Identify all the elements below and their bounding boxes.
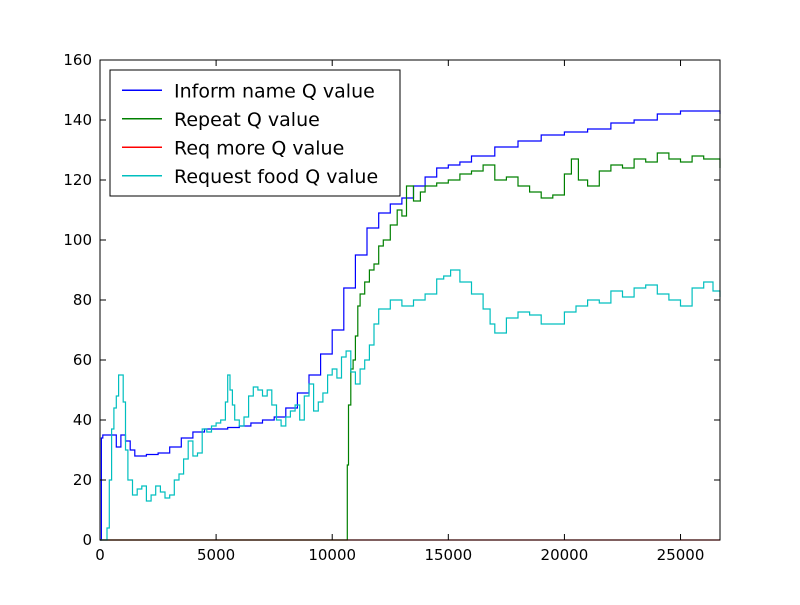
- legend-label-1: Inform name Q value: [174, 80, 375, 102]
- y-tick-label: 80: [73, 291, 92, 309]
- x-tick-label: 10000: [308, 546, 356, 564]
- y-tick-label: 120: [63, 171, 92, 189]
- x-tick-label: 15000: [424, 546, 472, 564]
- y-tick-label: 100: [63, 231, 92, 249]
- legend-label-2: Repeat Q value: [174, 109, 320, 131]
- y-tick-label: 40: [73, 411, 92, 429]
- legend-label-3: Req more Q value: [174, 137, 344, 159]
- y-tick-label: 160: [63, 51, 92, 69]
- x-tick-label: 20000: [541, 546, 589, 564]
- legend-box: [109, 69, 401, 197]
- x-tick-label: 25000: [657, 546, 705, 564]
- series-line-4: [100, 269, 721, 541]
- series-line-2: [100, 152, 721, 541]
- y-tick-label: 0: [82, 531, 92, 549]
- y-tick-label: 20: [73, 471, 92, 489]
- x-tick-label: 5000: [197, 546, 235, 564]
- y-tick-label: 140: [63, 111, 92, 129]
- legend: Inform name Q value Repeat Q value Req mor…: [109, 69, 401, 197]
- series-line-1: [100, 110, 721, 541]
- legend-label-4: Request food Q value: [174, 166, 378, 188]
- y-tick-label: 60: [73, 351, 92, 369]
- axis-layer: 0 5000 10000 15000 20000 25000 0 20 40 60 80 100 120…: [63, 51, 720, 564]
- x-tick-label: 0: [95, 546, 105, 564]
